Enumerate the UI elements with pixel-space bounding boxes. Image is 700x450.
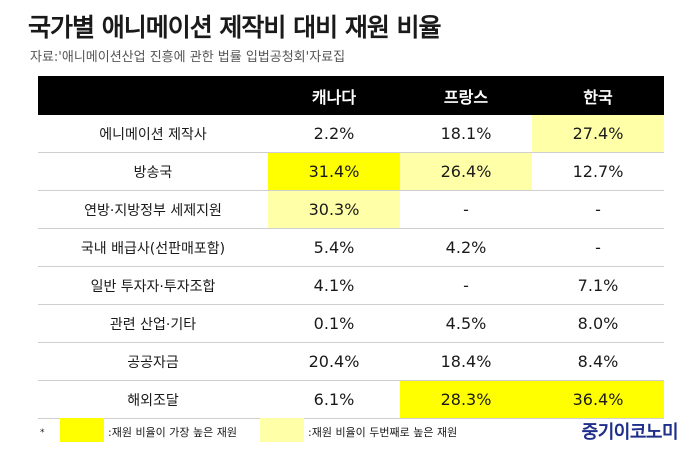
table-cell: -: [532, 190, 664, 229]
table-cell: 20.4%: [268, 342, 400, 381]
brand-logo: 중기이코노미: [581, 422, 679, 443]
table-cell: 7.1%: [532, 266, 664, 305]
legend-label-second: :재원 비율이 두번째로 높은 재원: [308, 426, 458, 439]
table-cell: 8.4%: [532, 342, 664, 381]
table-cell: 31.4%: [268, 152, 400, 191]
table-cell: 26.4%: [400, 152, 532, 191]
row-label: 국내 배급사(선판매포함): [38, 228, 268, 267]
column-header-canada: 캐나다: [268, 76, 400, 115]
highlight-legend: * :재원 비율이 가장 높은 재원 :재원 비율이 두번째로 높은 재원: [36, 414, 676, 444]
row-label: 연방·지방정부 세제지원: [38, 190, 268, 229]
table-cell: -: [400, 190, 532, 229]
table-cell: 4.5%: [400, 304, 532, 343]
header-corner: [38, 76, 268, 115]
legend-swatch-second: [260, 418, 304, 442]
table-row: 관련 산업·기타 0.1% 4.5% 8.0%: [38, 304, 664, 343]
table-cell: -: [532, 228, 664, 267]
table-row: 국내 배급사(선판매포함) 5.4% 4.2% -: [38, 228, 664, 267]
row-label: 해외조달: [38, 380, 268, 419]
header-row: 캐나다 프랑스 한국: [38, 76, 664, 115]
column-header-korea: 한국: [532, 76, 664, 115]
row-label: 공공자금: [38, 342, 268, 381]
funding-ratio-table: 캐나다 프랑스 한국 에니메이션 제작사 2.2% 18.1% 27.4% 방송…: [38, 76, 664, 419]
legend-swatch-highest: [60, 418, 104, 442]
table-cell: 4.2%: [400, 228, 532, 267]
table-cell: 28.3%: [400, 380, 532, 419]
table-cell: 8.0%: [532, 304, 664, 343]
table-cell: 18.1%: [400, 115, 532, 153]
table-row: 일반 투자자·투자조합 4.1% - 7.1%: [38, 266, 664, 305]
table-cell: 18.4%: [400, 342, 532, 381]
table-row: 연방·지방정부 세제지원 30.3% - -: [38, 190, 664, 229]
table-cell: 27.4%: [532, 115, 664, 153]
row-label: 일반 투자자·투자조합: [38, 266, 268, 305]
table-cell: 30.3%: [268, 190, 400, 229]
table-cell: 12.7%: [532, 152, 664, 191]
table-cell: -: [400, 266, 532, 305]
table-cell: 0.1%: [268, 304, 400, 343]
table-cell: 36.4%: [532, 380, 664, 419]
table-row: 방송국 31.4% 26.4% 12.7%: [38, 152, 664, 191]
table-row: 에니메이션 제작사 2.2% 18.1% 27.4%: [38, 115, 664, 153]
table-cell: 6.1%: [268, 380, 400, 419]
table-row: 공공자금 20.4% 18.4% 8.4%: [38, 342, 664, 381]
source-note: 자료:'애니메이션산업 진흥에 관한 법률 입법공청회'자료집: [30, 50, 346, 65]
table-cell: 5.4%: [268, 228, 400, 267]
table-cell: 2.2%: [268, 115, 400, 153]
row-label: 방송국: [38, 152, 268, 191]
chart-title: 국가별 애니메이션 제작비 대비 재원 비율: [28, 13, 442, 42]
table-cell: 4.1%: [268, 266, 400, 305]
row-label: 에니메이션 제작사: [38, 115, 268, 153]
column-header-france: 프랑스: [400, 76, 532, 115]
legend-label-highest: :재원 비율이 가장 높은 재원: [108, 426, 238, 439]
table-row: 해외조달 6.1% 28.3% 36.4%: [38, 380, 664, 419]
row-label: 관련 산업·기타: [38, 304, 268, 343]
legend-marker: *: [40, 428, 45, 438]
